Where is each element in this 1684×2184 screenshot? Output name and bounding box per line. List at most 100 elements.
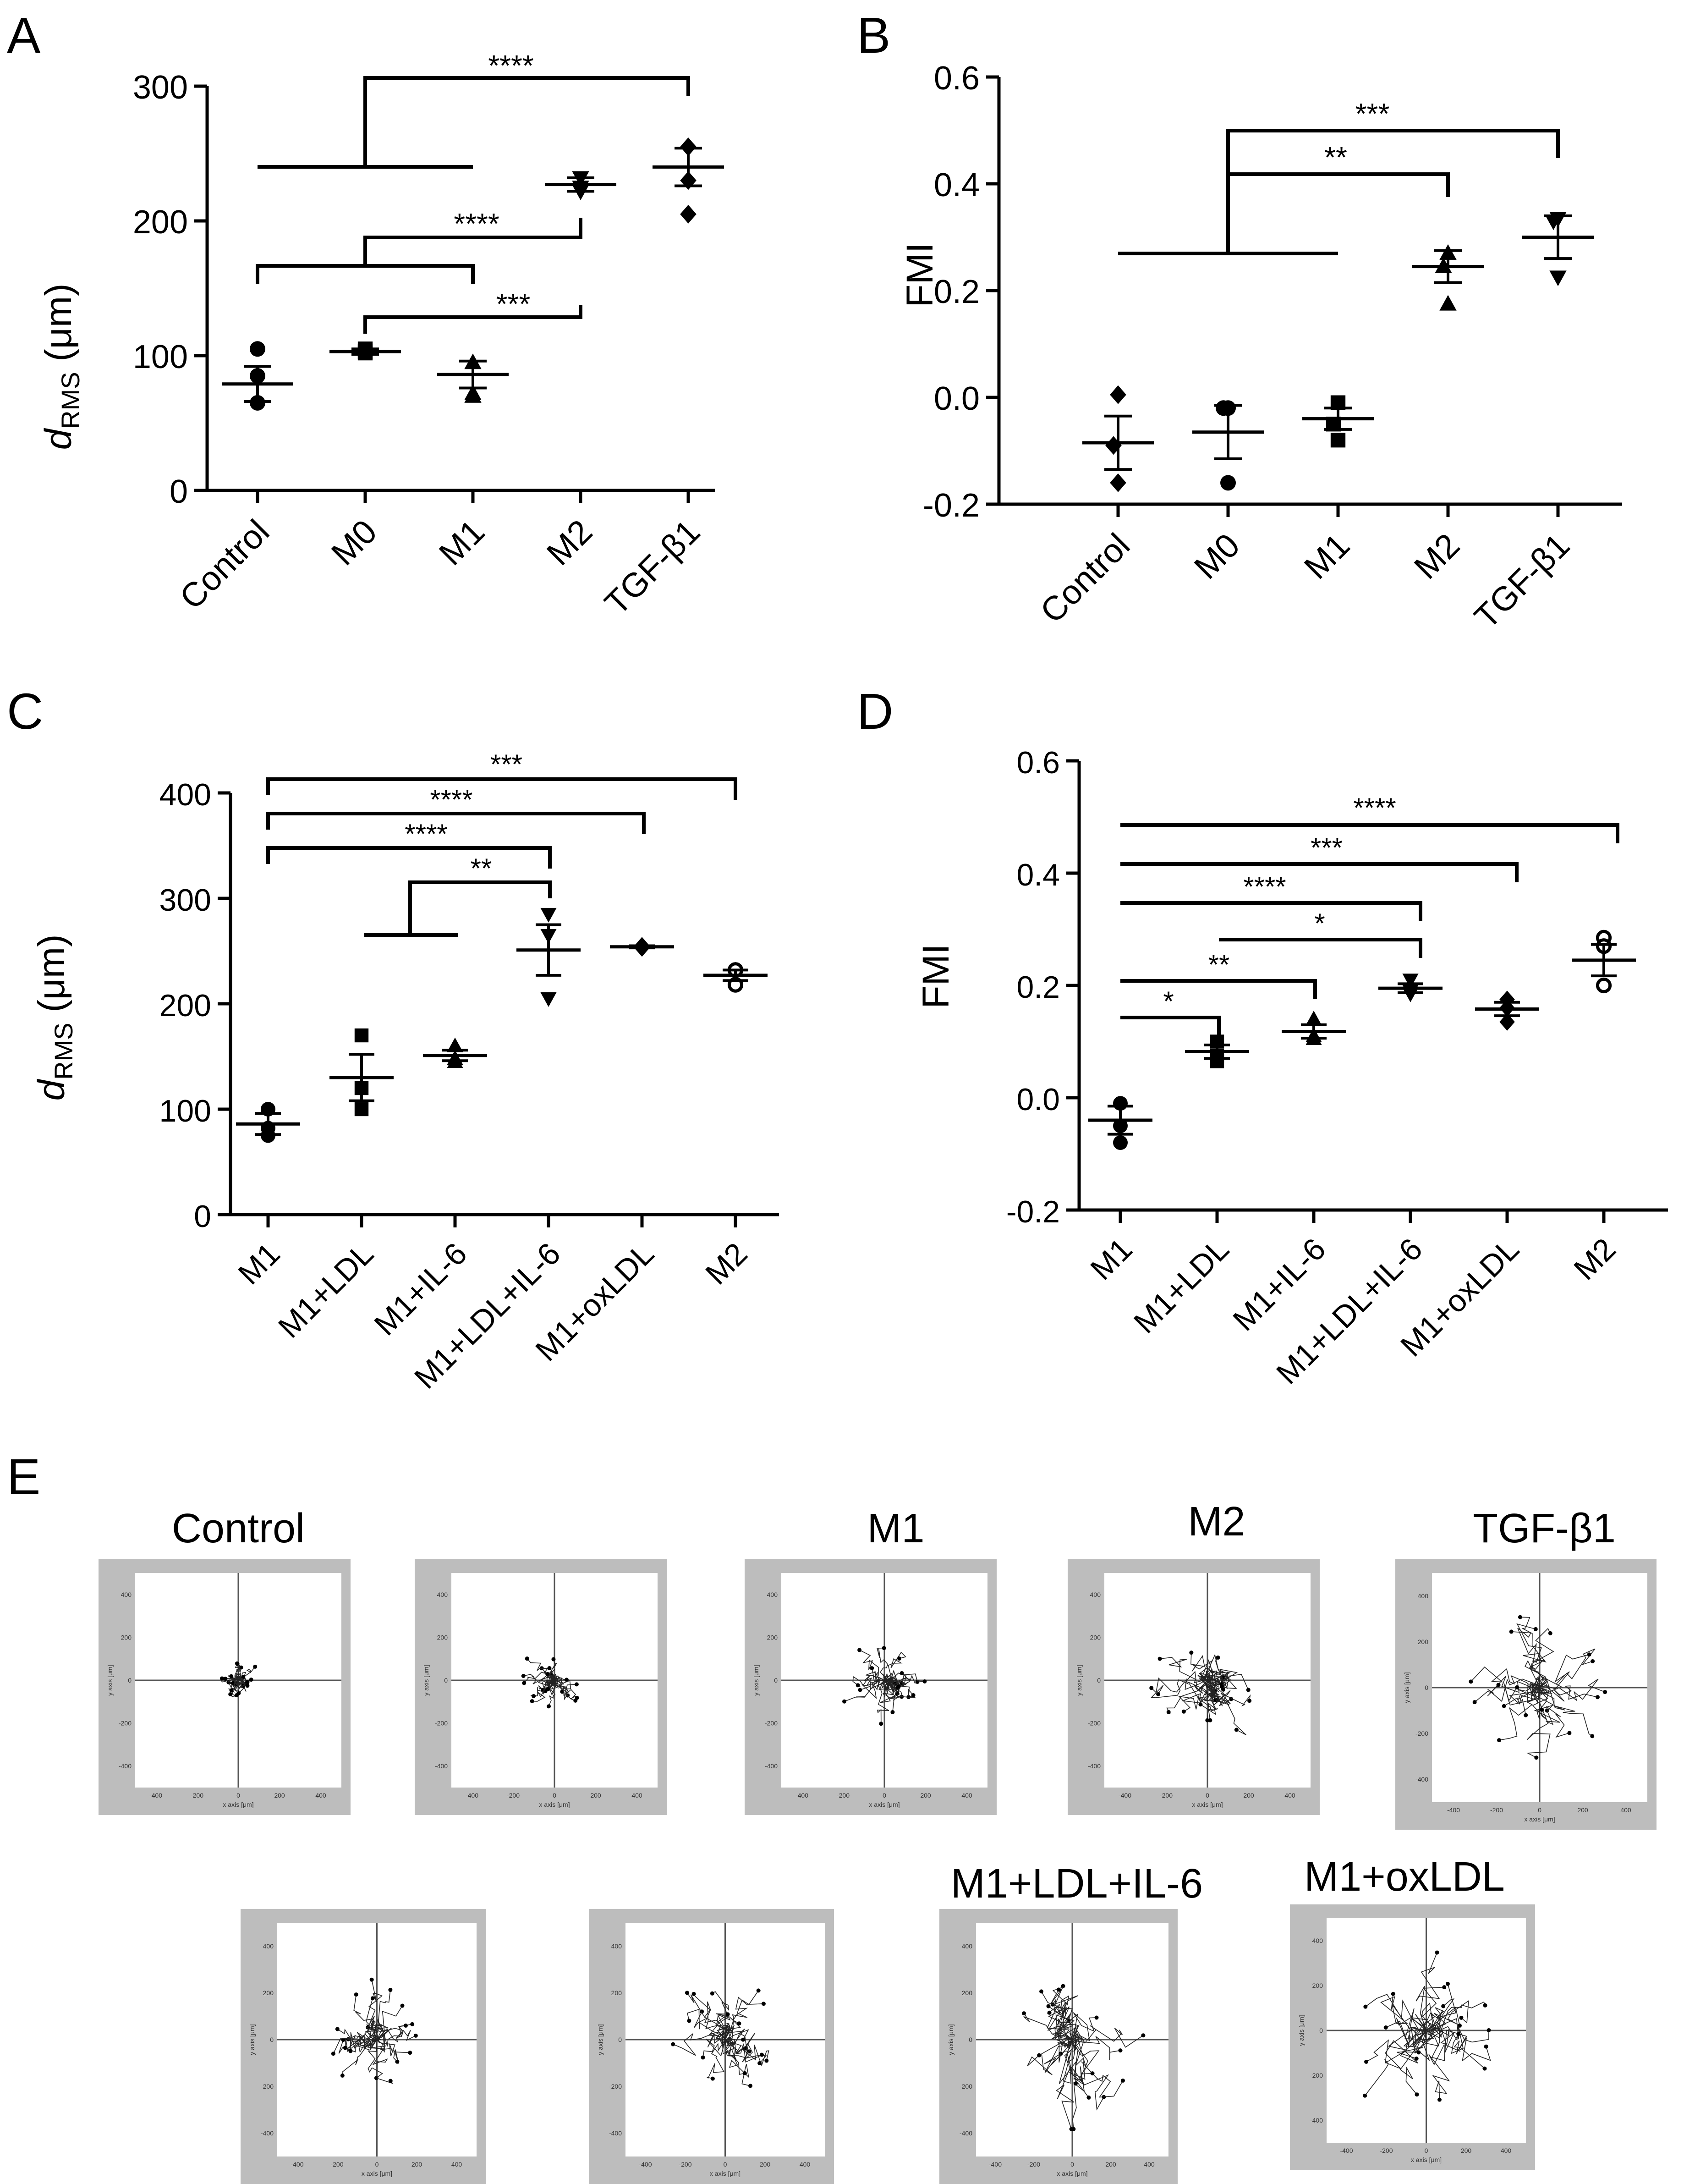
track-x-tick-label: -400 — [989, 2161, 1002, 2168]
cell-track — [1056, 2036, 1078, 2129]
track-endpoint — [1037, 2053, 1042, 2057]
panel-b-x-labels: Control M0 M1 M2 TGF-β1 — [1033, 504, 1577, 636]
track-x-tick-label: -200 — [330, 2161, 343, 2168]
panel-b-y-ticks: -0.2 0.0 0.2 0.4 0.6 — [923, 60, 999, 524]
track-x-tick-label: 0 — [883, 1792, 886, 1799]
track-endpoint — [842, 1699, 847, 1704]
track-plot-1: -400 -400 -200 -200 0 0 200 200 400 400 x axis [μm… — [99, 1559, 351, 1815]
track-x-tick-label: 0 — [375, 2161, 379, 2168]
track-endpoint — [687, 2019, 691, 2023]
track-endpoint — [1518, 1615, 1522, 1619]
track-y-tick-label: 0 — [1097, 1677, 1101, 1684]
track-endpoint — [1061, 1984, 1065, 1988]
cell-track — [1190, 1652, 1213, 1681]
track-y-tick-label: -400 — [435, 1762, 448, 1770]
track-endpoint — [1567, 1731, 1572, 1735]
cell-track — [1426, 2000, 1469, 2033]
track-endpoint — [546, 1687, 550, 1691]
track-endpoint — [560, 1689, 565, 1694]
cell-track — [1366, 2027, 1427, 2064]
track-x-tick-label: -200 — [191, 1792, 203, 1799]
track-y-tick-label: 200 — [121, 1634, 132, 1641]
track-endpoint — [354, 1992, 358, 1997]
track-y-tick-label: 400 — [121, 1591, 132, 1598]
track-plot-3: -400 -400 -200 -200 0 0 200 200 400 400 x axis [μm… — [745, 1559, 997, 1815]
a-y-tick-label: 0 — [170, 473, 188, 510]
track-endpoint — [547, 1704, 551, 1709]
cell-track — [236, 1676, 247, 1681]
b-y-tick-label: -0.2 — [923, 487, 980, 524]
track-x-tick-label: -200 — [1160, 1792, 1173, 1799]
track-endpoint — [685, 1991, 689, 1995]
cell-track — [884, 1678, 916, 1699]
panel-d-sig-label-1: **** — [1353, 792, 1396, 823]
track-y-axis-label: y axis [μm] — [422, 1665, 430, 1695]
cell-track — [238, 1678, 247, 1686]
track-endpoint — [341, 2038, 346, 2042]
track-endpoint — [369, 1977, 374, 1982]
track-endpoint — [691, 1991, 696, 1996]
track-endpoint — [530, 1699, 534, 1704]
d-y-tick-label: -0.2 — [1006, 1194, 1060, 1229]
track-y-tick-label: -400 — [765, 1762, 778, 1770]
cell-track — [673, 2032, 726, 2056]
track-endpoint — [701, 2055, 705, 2060]
track-x-tick-label: -400 — [466, 1792, 478, 1799]
track-endpoint — [911, 1693, 916, 1698]
panel-a-sig-label-1: **** — [488, 49, 534, 82]
x-tick-label-m1-ldl: M1+LDL — [272, 1236, 380, 1345]
track-y-tick-label: -200 — [765, 1720, 778, 1727]
cell-track — [1421, 1986, 1444, 2031]
track-plot-2: -400 -400 -200 -200 0 0 200 200 400 400 x axis [μm… — [415, 1559, 667, 1815]
cell-track — [725, 2036, 762, 2063]
x-tick-label-tgf-1: TGF-β1 — [597, 512, 707, 622]
track-x-tick-label: -400 — [639, 2161, 652, 2168]
track-x-tick-label: 0 — [553, 1792, 556, 1799]
track-y-tick-label: -200 — [1088, 1720, 1101, 1727]
track-x-tick-label: 400 — [1620, 1806, 1631, 1814]
track-endpoint — [1149, 1686, 1154, 1690]
cell-track — [1421, 2023, 1485, 2069]
track-x-tick-label: 200 — [920, 1792, 931, 1799]
track-y-tick-label: 200 — [1312, 1982, 1323, 1989]
x-tick-label-m2: M2 — [1407, 526, 1467, 586]
track-endpoint — [742, 2071, 747, 2075]
track-endpoint — [521, 1673, 526, 1678]
bracket-to-tgf-b1 — [363, 76, 690, 167]
track-x-tick-label: 0 — [1206, 1792, 1209, 1799]
track-x-axis-label: x axis [μm] — [223, 1801, 253, 1808]
track-endpoint — [1435, 1950, 1439, 1955]
cell-track — [722, 2038, 751, 2086]
track-y-tick-label: -400 — [119, 1762, 132, 1770]
track-y-tick-label: 400 — [437, 1591, 448, 1598]
panel-d-sig-label-6: * — [1163, 986, 1174, 1017]
track-y-tick-label: -400 — [1310, 2117, 1323, 2124]
track-endpoint — [741, 2037, 746, 2042]
panel-b-sig-label-1: *** — [1355, 97, 1390, 130]
track-endpoint — [370, 1996, 375, 2001]
track-x-tick-label: 200 — [274, 1792, 285, 1799]
track-endpoint — [1533, 1627, 1538, 1631]
track-endpoint — [1459, 2015, 1464, 2020]
panel-c-marks — [229, 777, 779, 1216]
track-y-tick-label: -200 — [1415, 1730, 1428, 1737]
data-point-control — [1110, 473, 1126, 492]
x-tick-label-m0: M0 — [324, 512, 384, 572]
x-tick-label-m1-ldl: M1+LDL — [1127, 1232, 1236, 1340]
track-plot-title-4: M2 — [1188, 1499, 1245, 1545]
track-endpoint — [1502, 1704, 1506, 1708]
cell-track — [702, 2031, 726, 2058]
cell-track — [1534, 1678, 1598, 1702]
track-endpoint — [1247, 1699, 1252, 1703]
cell-track — [1503, 1678, 1543, 1706]
bracket-m1-ldl-il6 — [266, 846, 552, 869]
panel-a-chart: dRMS (μm) 0 100 200 300 Control M0 M1 M2TGF-β1… — [38, 49, 724, 622]
panel-letter-b: B — [857, 7, 890, 64]
track-endpoint — [1189, 1650, 1194, 1655]
track-y-tick-label: -200 — [1310, 2072, 1323, 2079]
track-endpoint — [1441, 2004, 1446, 2008]
x-tick-label-tgf-1: TGF-β1 — [1467, 526, 1577, 636]
cell-track — [1027, 2039, 1073, 2075]
cell-track — [1539, 1654, 1590, 1689]
